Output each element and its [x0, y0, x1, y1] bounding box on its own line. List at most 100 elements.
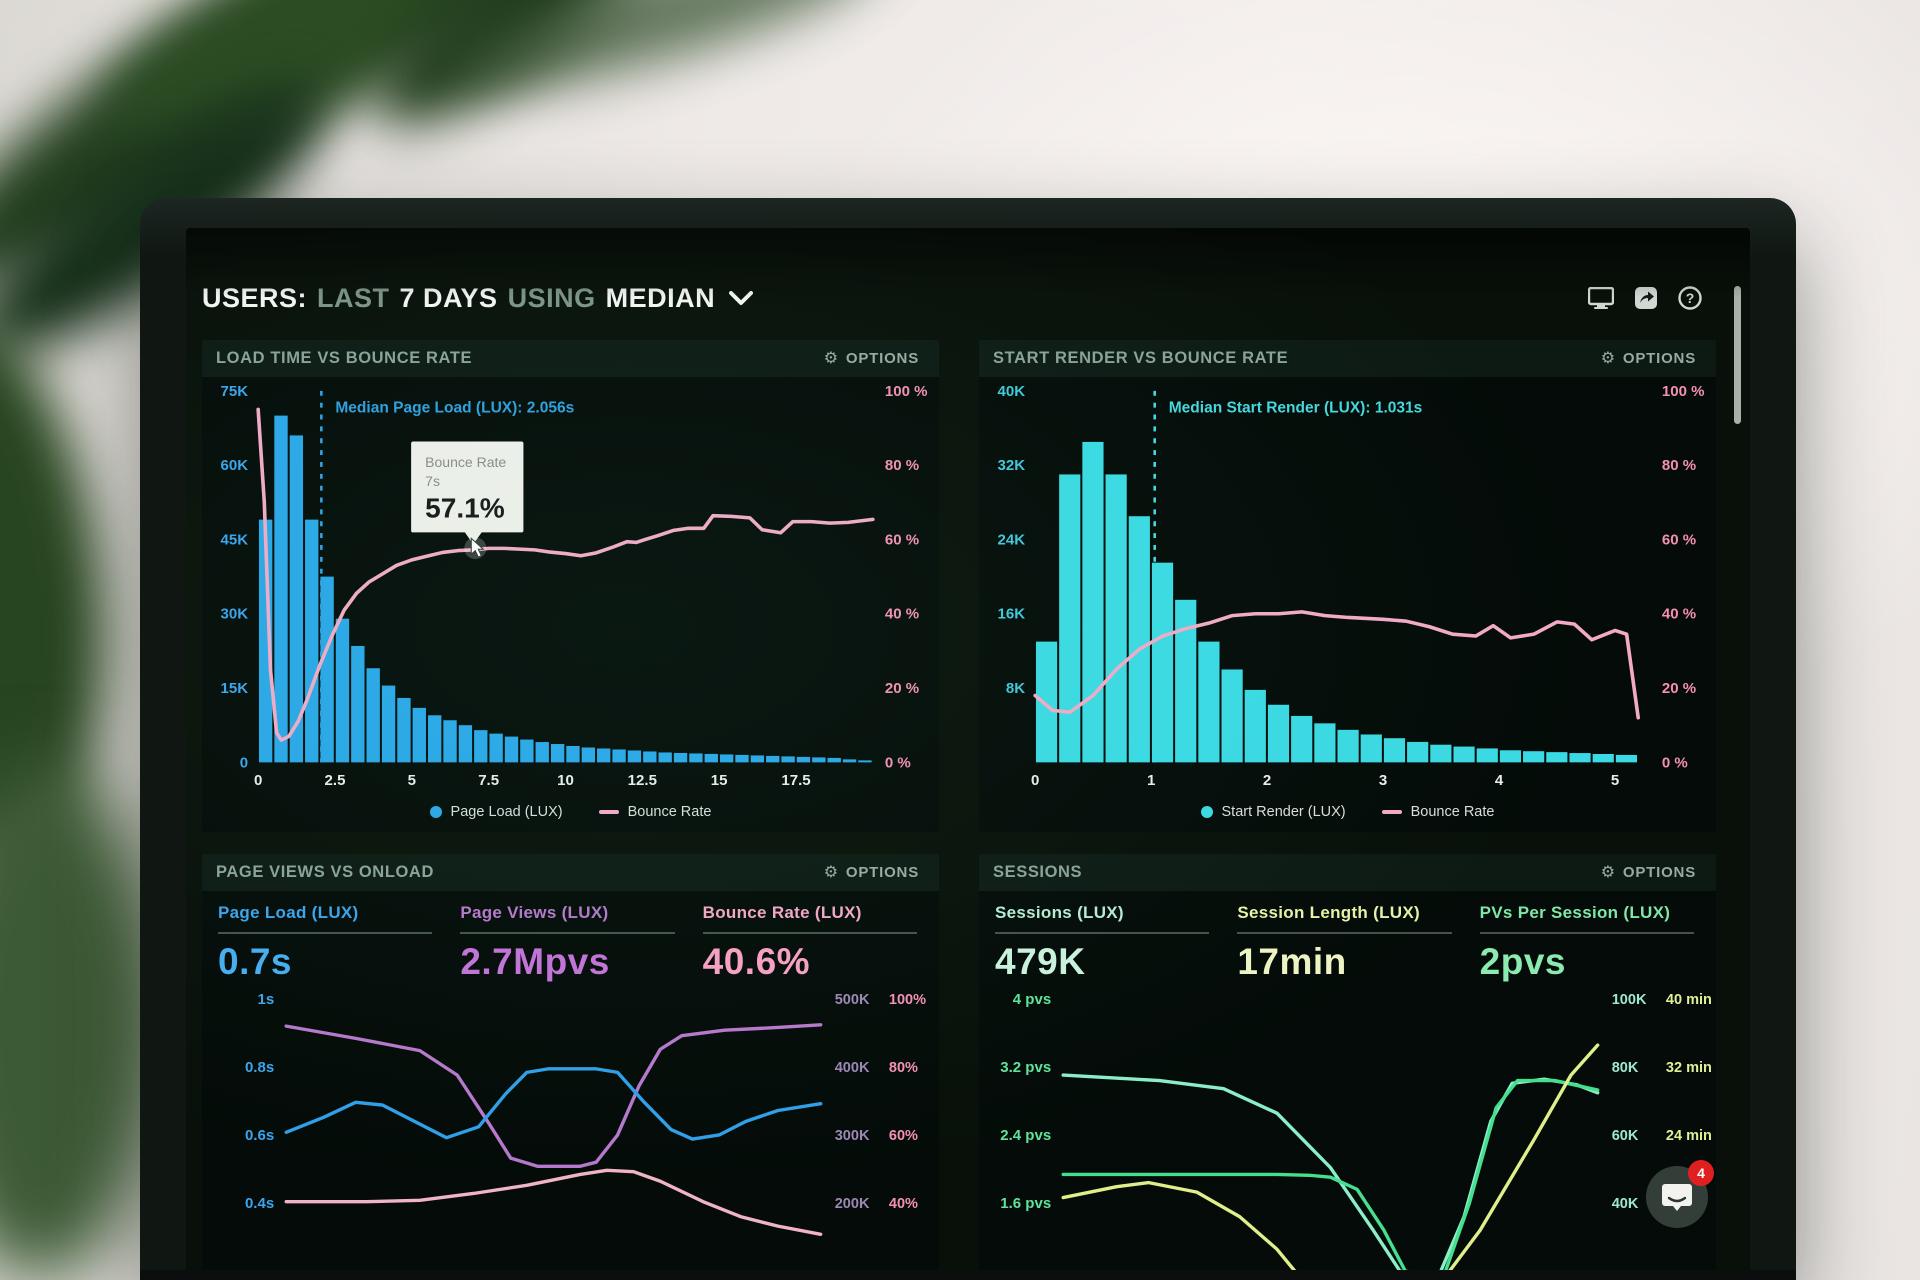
title-metric: MEDIAN [605, 282, 716, 313]
gear-icon: ⚙ [823, 349, 839, 367]
title-range: 7 DAYS [399, 282, 498, 313]
chart-legend: Page Load (LUX) Bounce Rate [202, 792, 939, 832]
legend-label: Bounce Rate [627, 804, 712, 820]
series-page-load [284, 1067, 823, 1141]
svg-text:2.4 pvs: 2.4 pvs [1000, 1127, 1051, 1144]
chart-legend: Start Render (LUX) Bounce Rate [979, 792, 1716, 832]
metric: Sessions (LUX) 479K [995, 903, 1210, 983]
display-icon[interactable] [1588, 287, 1614, 309]
legend-item[interactable]: Bounce Rate [598, 804, 712, 820]
scrollbar[interactable] [1734, 286, 1741, 424]
svg-text:0: 0 [1031, 772, 1039, 789]
svg-text:60 %: 60 % [885, 531, 919, 548]
chat-widget[interactable]: 4 [1646, 1160, 1714, 1228]
metric-value: 479K [995, 941, 1086, 982]
svg-text:0: 0 [240, 754, 248, 771]
panel-header: SESSIONS ⚙ OPTIONS [979, 854, 1716, 891]
svg-text:40 %: 40 % [885, 606, 919, 623]
metric-value: 2pvs [1479, 941, 1566, 982]
svg-text:57.1%: 57.1% [425, 493, 505, 524]
panel-load-time-vs-bounce-rate: LOAD TIME VS BOUNCE RATE ⚙ OPTIONS 75K 60… [202, 340, 939, 832]
legend-line-swatch [1381, 810, 1402, 814]
svg-text:40K: 40K [998, 383, 1026, 400]
svg-text:2.5: 2.5 [325, 772, 346, 789]
svg-text:0 %: 0 % [1662, 754, 1688, 771]
options-label: OPTIONS [845, 864, 919, 881]
panel-sessions: SESSIONS ⚙ OPTIONS Sessions (LUX) 479K Ses… [979, 854, 1716, 1280]
svg-text:1: 1 [1147, 772, 1155, 789]
svg-text:Median Start Render (LUX): 1.0: Median Start Render (LUX): 1.031s [1169, 400, 1423, 417]
legend-item[interactable]: Page Load (LUX) [429, 804, 563, 820]
bezel-bottom [140, 1270, 1796, 1280]
dashboard-header: USERS: LAST 7 DAYS USING MEDIAN [202, 276, 1720, 320]
panels-grid: LOAD TIME VS BOUNCE RATE ⚙ OPTIONS 75K 60… [202, 340, 1716, 1280]
svg-text:30K: 30K [221, 606, 249, 623]
metric-divider [1479, 932, 1694, 934]
svg-text:32 min: 32 min [1666, 1060, 1712, 1076]
metric-divider [702, 932, 917, 934]
metric: Page Load (LUX) 0.7s [218, 903, 433, 983]
legend-item[interactable]: Bounce Rate [1381, 804, 1494, 820]
svg-text:60K: 60K [221, 457, 249, 474]
panel-header: LOAD TIME VS BOUNCE RATE ⚙ OPTIONS [202, 340, 939, 377]
svg-text:100 %: 100 % [1662, 383, 1705, 400]
help-icon[interactable]: ? [1678, 286, 1702, 310]
gear-icon: ⚙ [1600, 349, 1616, 367]
panel-page-views-vs-onload: PAGE VIEWS VS ONLOAD ⚙ OPTIONS Page Load… [202, 854, 939, 1280]
legend-item[interactable]: Start Render (LUX) [1200, 804, 1346, 820]
options-label: OPTIONS [845, 350, 919, 367]
svg-text:4 pvs: 4 pvs [1013, 991, 1051, 1008]
svg-text:500K: 500K [835, 992, 870, 1008]
svg-text:20 %: 20 % [1662, 680, 1696, 697]
svg-text:5: 5 [1611, 772, 1619, 789]
svg-text:40 %: 40 % [1662, 606, 1696, 623]
svg-text:60K: 60K [1612, 1128, 1639, 1144]
panel-title: PAGE VIEWS VS ONLOAD [216, 863, 434, 881]
svg-text:20 %: 20 % [885, 680, 919, 697]
sessions-line-chart: 4 pvs 3.2 pvs 2.4 pvs 1.6 pvs 100K 40 min 80K 3… [1000, 991, 1712, 1277]
options-button[interactable]: ⚙ OPTIONS [818, 863, 925, 882]
metric-label: Page Load (LUX) [218, 903, 359, 922]
svg-text:2: 2 [1263, 772, 1271, 789]
svg-text:100 %: 100 % [885, 383, 928, 400]
plant-leaf [0, 760, 160, 1280]
gear-icon: ⚙ [823, 863, 839, 881]
series-pvs-per-session [1061, 1078, 1600, 1277]
gear-icon: ⚙ [1600, 863, 1616, 881]
svg-text:40K: 40K [1612, 1196, 1639, 1212]
legend-line-swatch [598, 810, 619, 814]
metric: Bounce Rate (LUX) 40.6% [702, 903, 917, 983]
panel-title: START RENDER VS BOUNCE RATE [993, 349, 1289, 367]
series-page-views [284, 1023, 823, 1168]
svg-text:24K: 24K [998, 531, 1026, 548]
svg-text:16K: 16K [998, 606, 1026, 623]
svg-text:100%: 100% [889, 992, 926, 1008]
page-title[interactable]: USERS: LAST 7 DAYS USING MEDIAN [202, 282, 754, 314]
metric-label: Sessions (LUX) [995, 903, 1124, 922]
panel-header: PAGE VIEWS VS ONLOAD ⚙ OPTIONS [202, 854, 939, 891]
title-last: LAST [317, 282, 390, 313]
svg-text:10: 10 [557, 772, 574, 789]
metric-label: Session Length (LUX) [1237, 903, 1420, 922]
svg-text:0 %: 0 % [885, 754, 911, 771]
metric-value: 2.7Mpvs [460, 941, 610, 982]
share-icon[interactable] [1634, 286, 1658, 310]
chart-load-time: 75K 60K 45K 30K 15K 0 100 % 80 % 60 % 40 % 20 % 0 %… [202, 377, 939, 792]
svg-text:80K: 80K [1612, 1060, 1639, 1076]
options-button[interactable]: ⚙ OPTIONS [1595, 863, 1702, 882]
metric-label: PVs Per Session (LUX) [1479, 903, 1671, 922]
svg-text:7s: 7s [425, 473, 440, 489]
options-button[interactable]: ⚙ OPTIONS [1595, 349, 1702, 368]
metrics-row: Sessions (LUX) 479K Session Length (LUX) 17… [979, 891, 1716, 987]
page-views-line-chart: 1s 0.8s 0.6s 0.4s 500K 100% 400K 80% 300K 60% 200K… [245, 991, 926, 1236]
svg-text:1s: 1s [257, 991, 274, 1008]
options-label: OPTIONS [1622, 350, 1696, 367]
svg-text:Median Page Load (LUX): 2.056s: Median Page Load (LUX): 2.056s [335, 400, 574, 417]
svg-text:?: ? [1686, 290, 1695, 306]
metric-label: Bounce Rate (LUX) [702, 903, 862, 922]
svg-text:80 %: 80 % [885, 457, 919, 474]
chevron-down-icon[interactable] [729, 290, 754, 306]
options-button[interactable]: ⚙ OPTIONS [818, 349, 925, 368]
chat-unread-badge: 4 [1688, 1160, 1714, 1186]
svg-text:40%: 40% [889, 1196, 918, 1212]
